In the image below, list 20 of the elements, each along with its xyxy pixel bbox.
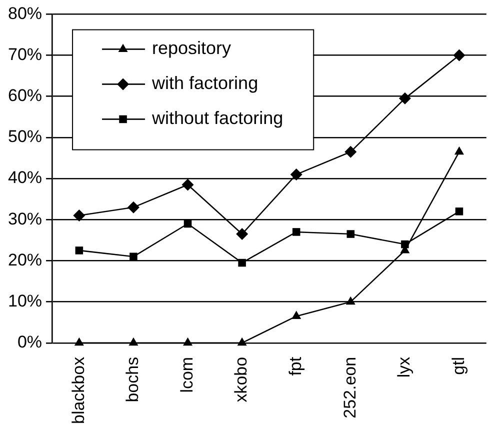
y-tick-label: 40% [8,168,42,188]
legend-label: repository [152,38,232,58]
x-tick-label: 252.eon [340,356,360,418]
y-tick-label: 60% [8,86,42,106]
x-tick-label: lcom [177,356,196,393]
x-tick-label: gtl [448,356,468,375]
y-tick-label: 30% [8,209,42,228]
x-tick-label: lyx [394,356,414,378]
x-tick-label: bochs [123,356,142,402]
x-tick-label: fpt [286,356,306,376]
x-tick-label: blackbox [68,356,88,424]
y-tick-label: 50% [8,127,42,146]
x-tick-label: xkobo [232,356,251,402]
y-tick-label: 0% [17,332,42,352]
y-tick-label: 80% [8,4,42,23]
y-tick-label: 70% [8,44,42,64]
legend-label: with factoring [151,73,258,94]
y-tick-label: 20% [8,250,42,270]
legend-label: without factoring [151,108,284,128]
y-tick-label: 10% [8,292,42,311]
